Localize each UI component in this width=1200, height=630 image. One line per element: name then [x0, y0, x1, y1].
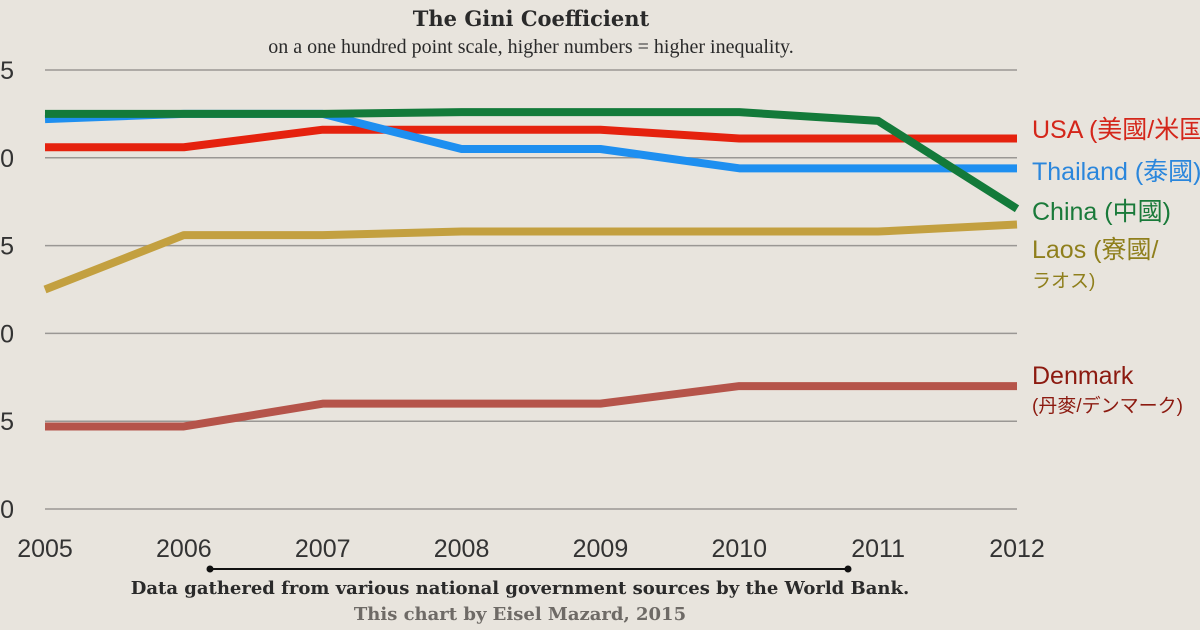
legend-sublabel: ラオス)	[1032, 271, 1096, 292]
legend-item-usa: USA (美國/米国)	[1032, 110, 1200, 146]
footnote: Data gathered from various national gove…	[130, 578, 910, 599]
legend-label: China (中國)	[1032, 198, 1171, 226]
y-tick-label: 35	[0, 233, 14, 261]
legend-label: USA (美國/米国)	[1032, 116, 1200, 144]
legend-item-laos: Laos (寮國/ラオス)	[1032, 230, 1158, 293]
x-tick-label: 2011	[851, 535, 905, 563]
series-line-china	[45, 108, 1020, 213]
x-tick-label: 2007	[295, 535, 351, 563]
y-tick-label: 25	[0, 408, 14, 436]
legend-item-thailand: Thailand (泰國)	[1032, 152, 1200, 188]
x-tick-label: 2012	[989, 535, 1045, 563]
x-tick-label: 2009	[573, 535, 629, 563]
chart-subtitle: on a one hundred point scale, higher num…	[268, 36, 794, 58]
y-tick-label: 30	[0, 320, 14, 348]
legend-label: Laos (寮國/	[1032, 236, 1159, 264]
rule-dot	[844, 565, 852, 573]
legend-label: Denmark	[1032, 362, 1134, 390]
y-tick-label: 40	[0, 145, 14, 173]
y-tick-label: 20	[0, 496, 14, 524]
legend-sublabel: (丹麥/デンマーク)	[1032, 396, 1183, 417]
legend-item-denmark: Denmark (丹麥/デンマーク)	[1032, 362, 1183, 418]
legend-label: Thailand (泰國)	[1032, 158, 1200, 186]
credit: This chart by Eisel Mazard, 2015	[353, 604, 687, 625]
rule-dot	[206, 565, 214, 573]
chart-title: The Gini Coefficient	[412, 6, 650, 31]
series-line-denmark	[45, 382, 1017, 431]
legend-item-china: China (中國)	[1032, 192, 1171, 228]
series-line-laos	[43, 220, 1018, 294]
series-line-usa	[45, 125, 1017, 152]
x-tick-label: 2005	[17, 535, 73, 563]
x-tick-label: 2008	[434, 535, 490, 563]
x-tick-label: 2006	[156, 535, 212, 563]
x-tick-label: 2010	[711, 535, 767, 563]
y-tick-label: 45	[0, 57, 14, 85]
